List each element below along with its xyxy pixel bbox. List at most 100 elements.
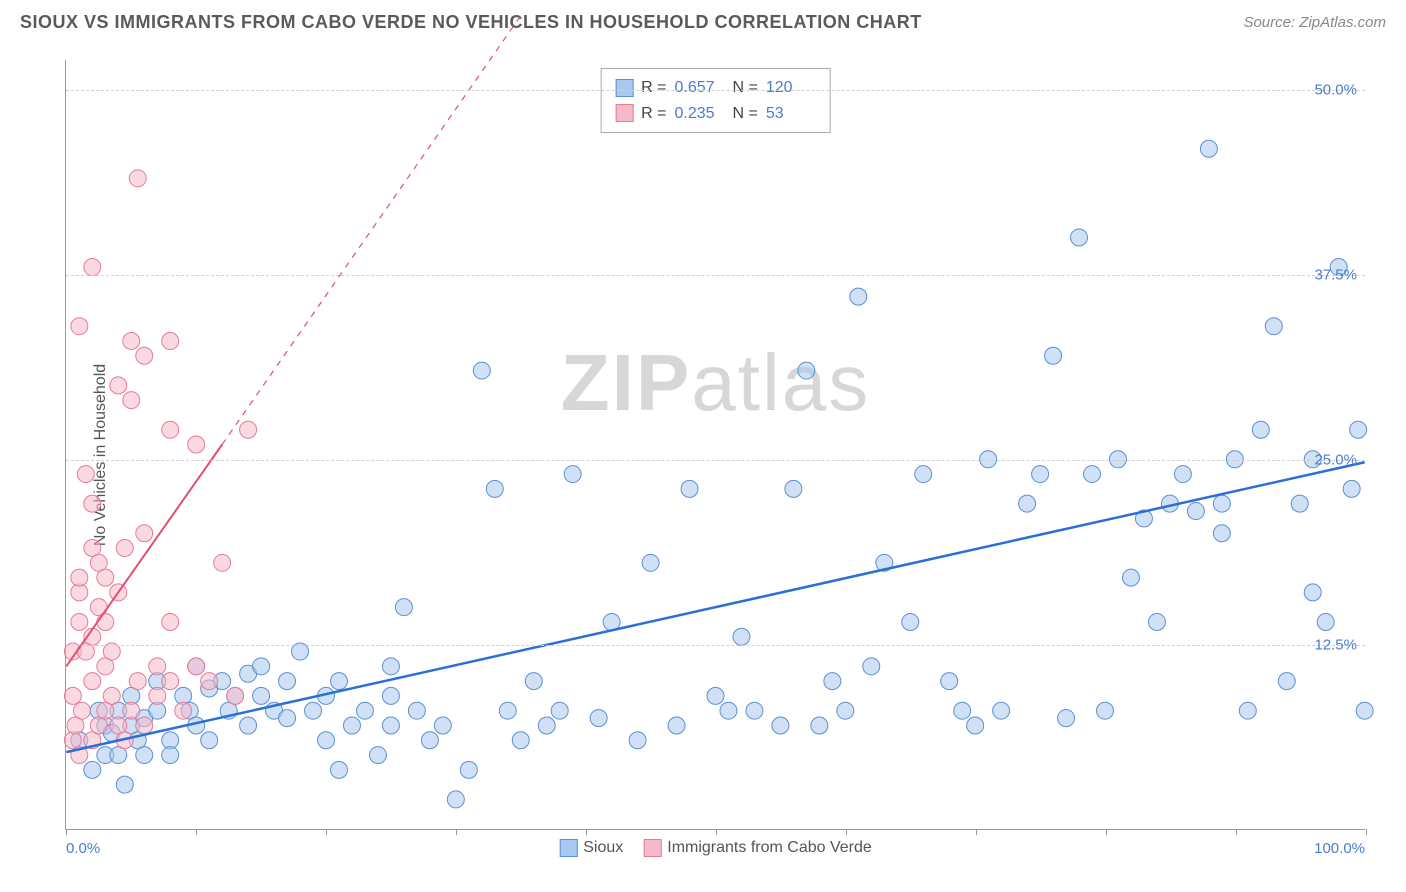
legend-swatch-sioux <box>559 839 577 857</box>
scatter-point <box>1200 140 1217 157</box>
scatter-point <box>369 747 386 764</box>
scatter-point <box>681 480 698 497</box>
stats-row-sioux: R = 0.657 N = 120 <box>615 75 816 101</box>
scatter-point <box>97 613 114 630</box>
scatter-point <box>103 687 120 704</box>
scatter-point <box>525 673 542 690</box>
scatter-point <box>1032 466 1049 483</box>
x-tick <box>1106 829 1107 835</box>
gridline <box>66 275 1365 276</box>
scatter-point <box>1097 702 1114 719</box>
scatter-point <box>136 747 153 764</box>
plot-area: ZIPatlas R = 0.657 N = 120 R = 0.235 N =… <box>65 60 1365 830</box>
scatter-point <box>71 318 88 335</box>
y-tick-label: 12.5% <box>1314 636 1357 653</box>
source-attribution: Source: ZipAtlas.com <box>1243 14 1386 31</box>
scatter-point <box>460 761 477 778</box>
scatter-point <box>1084 466 1101 483</box>
scatter-point <box>175 702 192 719</box>
scatter-point <box>149 658 166 675</box>
x-tick <box>326 829 327 835</box>
scatter-svg <box>66 60 1365 829</box>
scatter-point <box>746 702 763 719</box>
gridline <box>66 90 1365 91</box>
scatter-point <box>564 466 581 483</box>
scatter-point <box>279 673 296 690</box>
scatter-point <box>331 761 348 778</box>
x-tick <box>716 829 717 835</box>
x-tick <box>976 829 977 835</box>
scatter-point <box>1265 318 1282 335</box>
scatter-point <box>64 687 81 704</box>
scatter-point <box>837 702 854 719</box>
scatter-point <box>84 495 101 512</box>
scatter-point <box>499 702 516 719</box>
scatter-point <box>720 702 737 719</box>
scatter-point <box>253 658 270 675</box>
scatter-point <box>162 673 179 690</box>
scatter-point <box>382 717 399 734</box>
scatter-point <box>356 702 373 719</box>
y-tick-label: 50.0% <box>1314 81 1357 98</box>
scatter-point <box>253 687 270 704</box>
scatter-point <box>201 732 218 749</box>
correlation-stats-box: R = 0.657 N = 120 R = 0.235 N = 53 <box>600 68 831 133</box>
scatter-point <box>382 687 399 704</box>
legend-item-cabo-verde: Immigrants from Cabo Verde <box>643 839 872 857</box>
scatter-point <box>447 791 464 808</box>
x-tick <box>196 829 197 835</box>
scatter-point <box>71 613 88 630</box>
scatter-point <box>116 776 133 793</box>
scatter-point <box>84 259 101 276</box>
scatter-point <box>162 613 179 630</box>
scatter-point <box>162 747 179 764</box>
scatter-point <box>733 628 750 645</box>
scatter-point <box>1304 584 1321 601</box>
scatter-point <box>421 732 438 749</box>
scatter-point <box>116 540 133 557</box>
scatter-point <box>551 702 568 719</box>
scatter-point <box>240 717 257 734</box>
scatter-point <box>97 569 114 586</box>
scatter-point <box>1291 495 1308 512</box>
scatter-point <box>123 702 140 719</box>
scatter-point <box>1019 495 1036 512</box>
scatter-point <box>772 717 789 734</box>
scatter-point <box>668 717 685 734</box>
scatter-point <box>1252 421 1269 438</box>
scatter-point <box>1350 421 1367 438</box>
scatter-point <box>188 658 205 675</box>
swatch-cabo-verde <box>615 104 633 122</box>
gridline <box>66 645 1365 646</box>
scatter-point <box>785 480 802 497</box>
scatter-point <box>1045 347 1062 364</box>
scatter-point <box>84 761 101 778</box>
scatter-point <box>123 332 140 349</box>
scatter-point <box>382 658 399 675</box>
scatter-point <box>73 702 90 719</box>
y-tick-label: 25.0% <box>1314 451 1357 468</box>
scatter-point <box>136 717 153 734</box>
gridline <box>66 460 1365 461</box>
scatter-point <box>110 377 127 394</box>
x-max-label: 100.0% <box>1314 840 1365 857</box>
scatter-point <box>162 421 179 438</box>
scatter-point <box>149 687 166 704</box>
scatter-point <box>201 673 218 690</box>
y-tick-label: 37.5% <box>1314 266 1357 283</box>
scatter-point <box>279 710 296 727</box>
scatter-point <box>811 717 828 734</box>
scatter-point <box>331 673 348 690</box>
scatter-point <box>915 466 932 483</box>
scatter-point <box>863 658 880 675</box>
scatter-point <box>123 392 140 409</box>
scatter-point <box>129 170 146 187</box>
scatter-point <box>824 673 841 690</box>
scatter-point <box>967 717 984 734</box>
scatter-point <box>1174 466 1191 483</box>
scatter-point <box>1356 702 1373 719</box>
scatter-point <box>214 554 231 571</box>
scatter-point <box>1213 525 1230 542</box>
scatter-point <box>343 717 360 734</box>
scatter-point <box>1213 495 1230 512</box>
